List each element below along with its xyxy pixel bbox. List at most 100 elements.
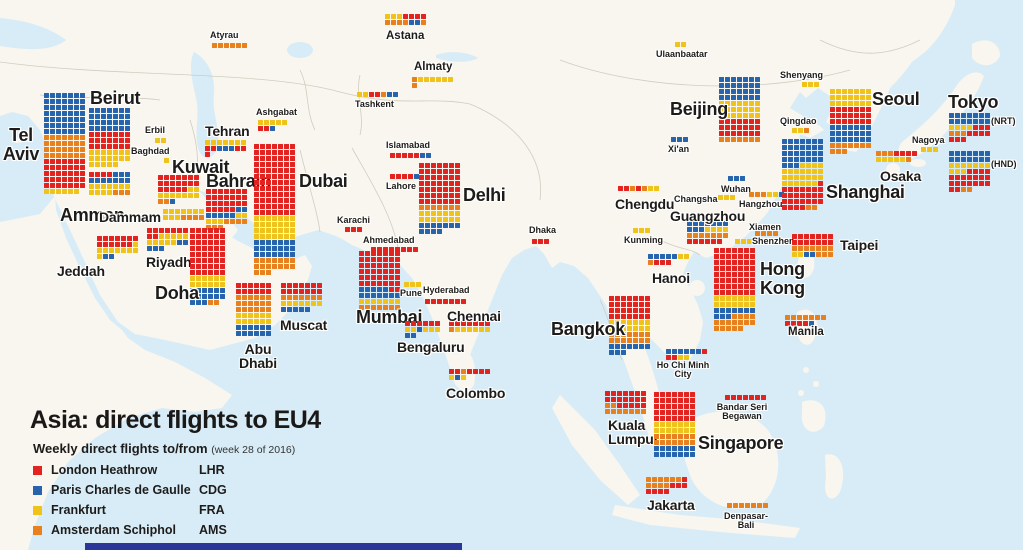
mindanao	[801, 400, 826, 432]
flight-square-lhr	[278, 150, 283, 155]
flight-square-lhr	[236, 195, 241, 200]
flight-square-ams	[412, 77, 417, 82]
flight-square-cdg	[266, 240, 271, 245]
flight-square-lhr	[660, 410, 665, 415]
hub-code: CDG	[199, 483, 227, 497]
flight-square-ams	[50, 147, 55, 152]
flight-square-fra	[165, 234, 170, 239]
flight-square-lhr	[299, 283, 304, 288]
flight-square-fra	[798, 128, 803, 133]
flight-square-cdg	[818, 139, 823, 144]
flight-square-lhr	[645, 296, 650, 301]
cyprus	[12, 137, 24, 143]
flight-square-cdg	[615, 344, 620, 349]
flight-square-cdg	[419, 223, 424, 228]
flight-square-fra	[738, 296, 743, 301]
flight-square-cdg	[437, 223, 442, 228]
flight-square-lhr	[804, 240, 809, 245]
flight-square-lhr	[272, 168, 277, 173]
flight-square-lhr	[979, 125, 984, 130]
flight-square-fra	[165, 240, 170, 245]
flight-square-lhr	[205, 152, 210, 157]
flight-square-cdg	[660, 452, 665, 457]
flight-square-cdg	[967, 157, 972, 162]
flight-square-fra	[782, 169, 787, 174]
flight-square-fra	[684, 254, 689, 259]
flight-square-lhr	[50, 183, 55, 188]
flight-square-lhr	[389, 263, 394, 268]
flight-square-lhr	[617, 397, 622, 402]
flight-square-ams	[658, 477, 663, 482]
flight-square-cdg	[949, 113, 954, 118]
city-label-astana: Astana	[386, 30, 425, 42]
flight-square-ams	[281, 295, 286, 300]
flight-square-lhr	[455, 163, 460, 168]
flight-square-lhr	[431, 163, 436, 168]
flight-square-lhr	[395, 251, 400, 256]
flight-square-fra	[949, 163, 954, 168]
flight-square-lhr	[629, 403, 634, 408]
borneo	[682, 411, 779, 509]
flight-square-lhr	[359, 263, 364, 268]
flight-square-ams	[648, 260, 653, 265]
city-label-chengdu: Chengdu	[615, 196, 675, 212]
flight-square-cdg	[208, 288, 213, 293]
flight-square-cdg	[44, 93, 49, 98]
city-label-colombo: Colombo	[446, 385, 506, 401]
flight-square-ams	[967, 187, 972, 192]
flight-square-ams	[62, 135, 67, 140]
flight-square-lhr	[266, 289, 271, 294]
flight-square-fra	[248, 319, 253, 324]
flight-square-cdg	[719, 89, 724, 94]
flight-square-cdg	[415, 20, 420, 25]
flight-square-lhr	[196, 270, 201, 275]
flight-square-lhr	[194, 181, 199, 186]
flight-square-lhr	[101, 138, 106, 143]
flight-square-lhr	[467, 321, 472, 326]
flight-square-lhr	[68, 165, 73, 170]
flight-square-fra	[95, 184, 100, 189]
flight-square-lhr	[214, 270, 219, 275]
flight-square-cdg	[666, 349, 671, 354]
flight-square-ams	[955, 131, 960, 136]
flight-square-fra	[749, 101, 754, 106]
flight-square-lhr	[89, 144, 94, 149]
flight-square-fra	[290, 228, 295, 233]
city-label-wuhan: Wuhan	[721, 184, 751, 194]
flight-square-fra	[371, 299, 376, 304]
flight-square-lhr	[220, 252, 225, 257]
flight-square-ams	[828, 246, 833, 251]
legend-item-amsterdam-schiphol: Amsterdam Schiphol AMS	[33, 523, 360, 537]
flight-square-lhr	[371, 251, 376, 256]
flight-square-lhr	[164, 181, 169, 186]
flight-square-cdg	[955, 113, 960, 118]
flight-square-fra	[107, 162, 112, 167]
flight-square-lhr	[654, 416, 659, 421]
flight-square-lhr	[371, 247, 376, 252]
flight-square-lhr	[357, 227, 362, 232]
flight-square-ams	[385, 20, 390, 25]
flight-square-lhr	[726, 266, 731, 271]
flight-square-lhr	[423, 321, 428, 326]
flight-square-lhr	[473, 321, 478, 326]
flight-square-lhr	[738, 290, 743, 295]
flight-square-lhr	[949, 181, 954, 186]
flight-square-lhr	[449, 187, 454, 192]
flight-square-fra	[818, 175, 823, 180]
flight-square-cdg	[290, 240, 295, 245]
flight-square-fra	[113, 184, 118, 189]
flight-square-lhr	[414, 153, 419, 158]
flight-square-lhr	[205, 146, 210, 151]
city-label-muscat: Muscat	[280, 317, 328, 333]
flight-square-fra	[749, 107, 754, 112]
flight-square-lhr	[714, 272, 719, 277]
flight-square-cdg	[654, 446, 659, 451]
flight-square-cdg	[788, 157, 793, 162]
flight-square-lhr	[390, 174, 395, 179]
flight-square-lhr	[224, 201, 229, 206]
city-label-changsha: Changsha	[674, 194, 718, 204]
flight-square-lhr	[230, 201, 235, 206]
flight-square-cdg	[985, 157, 990, 162]
flight-square-fra	[866, 101, 871, 106]
flight-square-lhr	[605, 397, 610, 402]
